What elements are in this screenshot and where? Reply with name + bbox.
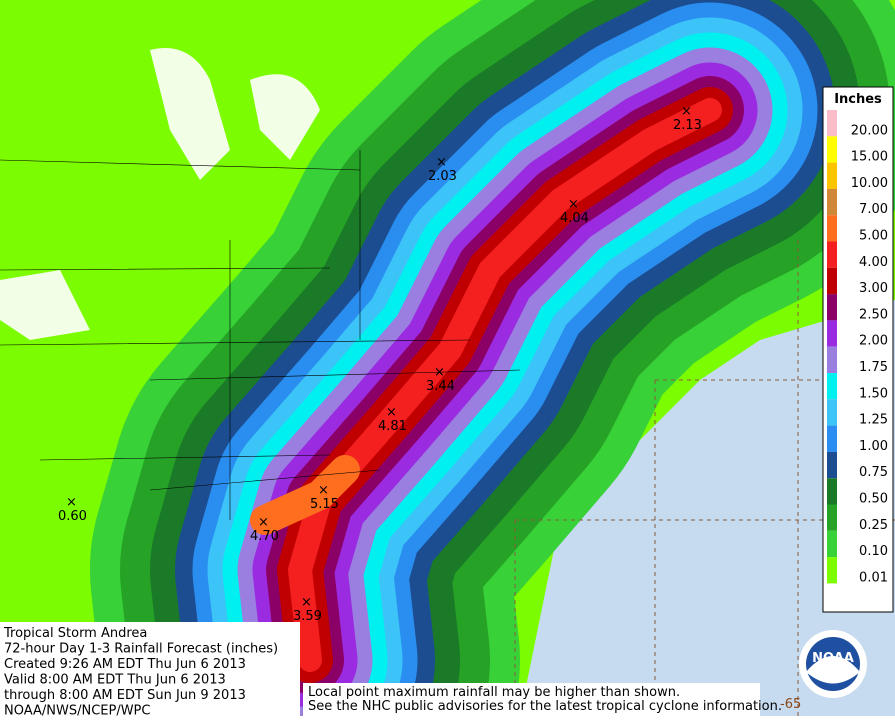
rain-contour: [250, 455, 360, 535]
legend-swatch: [827, 110, 837, 137]
legend-swatch: [827, 557, 837, 584]
max-value: 3.44: [426, 379, 455, 394]
title-line: Valid 8:00 AM EDT Thu Jun 6 2013: [4, 673, 226, 688]
legend-label: 0.25: [859, 518, 888, 533]
note-background: [303, 683, 760, 716]
rainfall-band: [90, 0, 895, 720]
rain-contour: [288, 98, 722, 672]
logo-text: NOAA: [812, 651, 854, 666]
legend-swatch: [827, 215, 837, 242]
point-maxima: ×2.13×2.03×4.04×3.44×4.81×5.15×4.70×0.60…: [58, 104, 702, 624]
legend-swatch: [827, 504, 837, 531]
note-box: Local point maximum rainfall may be high…: [303, 683, 782, 716]
max-marker: ×: [568, 197, 579, 212]
legend-swatch: [827, 136, 837, 163]
legend-label: 2.50: [859, 307, 888, 322]
legend-label: 5.00: [859, 229, 888, 244]
title-line: through 8:00 AM EDT Sun Jun 9 2013: [4, 688, 246, 703]
legend-swatch: [827, 294, 837, 321]
legend-swatch: [827, 530, 837, 558]
max-marker: ×: [434, 365, 445, 380]
longitude-label: -65: [780, 697, 801, 712]
legend-swatch: [827, 373, 837, 400]
legend-label: 1.75: [859, 360, 888, 375]
legend-swatch: [827, 188, 837, 216]
legend-label: 10.00: [851, 176, 888, 191]
legend-label: 1.50: [859, 386, 888, 401]
legend-swatch: [827, 399, 837, 426]
legend-label: 20.00: [851, 123, 888, 138]
legend-swatch: [827, 346, 837, 373]
title-line: NOAA/NWS/NCEP/WPC: [4, 704, 150, 717]
max-marker: ×: [258, 515, 269, 530]
max-marker: ×: [436, 155, 447, 170]
max-value: 0.60: [58, 509, 87, 524]
max-value: 4.70: [250, 529, 279, 544]
legend-label: 4.00: [859, 255, 888, 270]
max-marker: ×: [386, 405, 397, 420]
legend-swatch: [827, 478, 837, 505]
title-background: [0, 622, 300, 716]
title-line: Tropical Storm Andrea: [3, 626, 147, 641]
max-marker: ×: [301, 595, 312, 610]
boundaries: [0, 150, 521, 520]
legend-swatch: [827, 320, 837, 347]
legend-label: 1.00: [859, 439, 888, 454]
logo-bird: [806, 656, 860, 684]
legend-label: 2.00: [859, 334, 888, 349]
title-line: Created 9:26 AM EDT Thu Jun 6 2013: [4, 657, 246, 672]
max-value: 4.81: [378, 419, 407, 434]
legend-swatch: [827, 241, 837, 268]
note-line: See the NHC public advisories for the la…: [308, 699, 782, 714]
ocean: [520, 300, 895, 716]
legend-swatch: [827, 267, 837, 295]
legend-label: 7.00: [859, 202, 888, 217]
legend-label: 15.00: [851, 150, 888, 165]
legend: Inches 20.00 15.00 10.00 7.00 5.00 4.00 3.00 2.…: [822, 86, 894, 613]
legend-label: 3.00: [859, 281, 888, 296]
note-line: Local point maximum rainfall may be high…: [308, 685, 680, 700]
max-value: 2.03: [428, 169, 457, 184]
max-marker: ×: [66, 495, 77, 510]
legend-label: 0.10: [859, 544, 888, 559]
max-value: 2.13: [673, 118, 702, 133]
lakes: [0, 48, 320, 340]
max-value: 4.04: [560, 211, 589, 226]
max-marker: ×: [681, 104, 692, 119]
max-marker: ×: [318, 483, 329, 498]
legend-label: 0.50: [859, 492, 888, 507]
legend-swatch: [827, 425, 837, 452]
legend-title: Inches: [834, 92, 882, 107]
legend-label: 1.25: [859, 413, 888, 428]
legend-swatch: [827, 162, 837, 189]
legend-label: 0.75: [859, 465, 888, 480]
title-line: 72-hour Day 1-3 Rainfall Forecast (inche…: [4, 642, 278, 657]
legend-swatch: [827, 451, 837, 479]
max-value: 3.59: [293, 609, 322, 624]
max-value: 5.15: [310, 497, 339, 512]
noaa-logo: NOAA: [799, 630, 867, 698]
lat-lon-lines: [514, 240, 895, 716]
legend-label: 0.01: [859, 570, 888, 585]
